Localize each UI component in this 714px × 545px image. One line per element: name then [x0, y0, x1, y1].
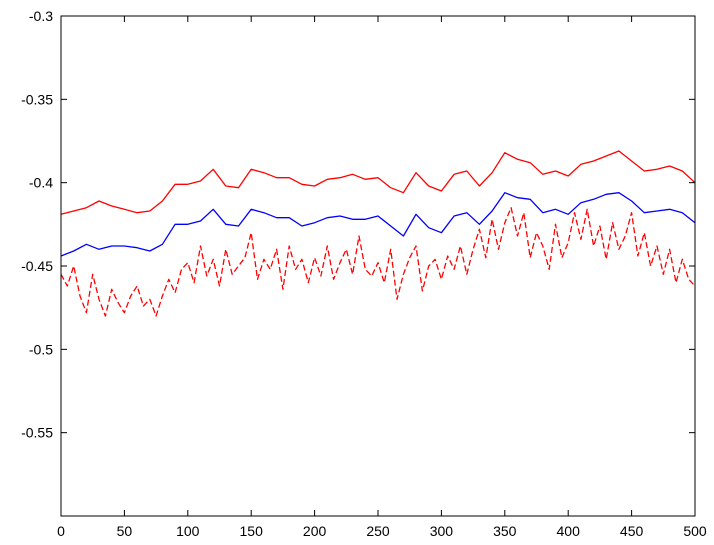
series-line-2 [60, 192, 696, 257]
y-tick-label: -0.55 [21, 425, 53, 441]
x-tick-label: 450 [620, 523, 644, 539]
x-tick-label: 300 [430, 523, 454, 539]
x-tick-label: 400 [557, 523, 581, 539]
x-tick-label: 0 [57, 523, 65, 539]
y-tick-label: -0.4 [29, 175, 53, 191]
x-tick-label: 500 [683, 523, 707, 539]
series-layer [60, 150, 696, 317]
y-axis-ticks: -0.3 -0.35 -0.4 -0.45 -0.5 -0.55 [21, 8, 695, 441]
y-tick-label: -0.3 [29, 8, 53, 24]
x-tick-label: 200 [303, 523, 327, 539]
series-2 [60, 192, 696, 257]
x-tick-label: 350 [493, 523, 517, 539]
y-tick-label: -0.5 [29, 341, 53, 357]
y-tick-label: -0.35 [21, 91, 53, 107]
series-line-3 [60, 207, 696, 317]
x-axis-ticks: 0 50 100 150 200 250 300 350 400 450 500 [57, 16, 707, 539]
series-1 [60, 150, 696, 215]
x-tick-label: 250 [366, 523, 390, 539]
y-tick-label: -0.45 [21, 258, 53, 274]
x-tick-label: 50 [117, 523, 133, 539]
series-3 [60, 207, 696, 317]
x-tick-label: 150 [240, 523, 264, 539]
series-line-1 [60, 150, 696, 215]
x-tick-label: 100 [176, 523, 200, 539]
